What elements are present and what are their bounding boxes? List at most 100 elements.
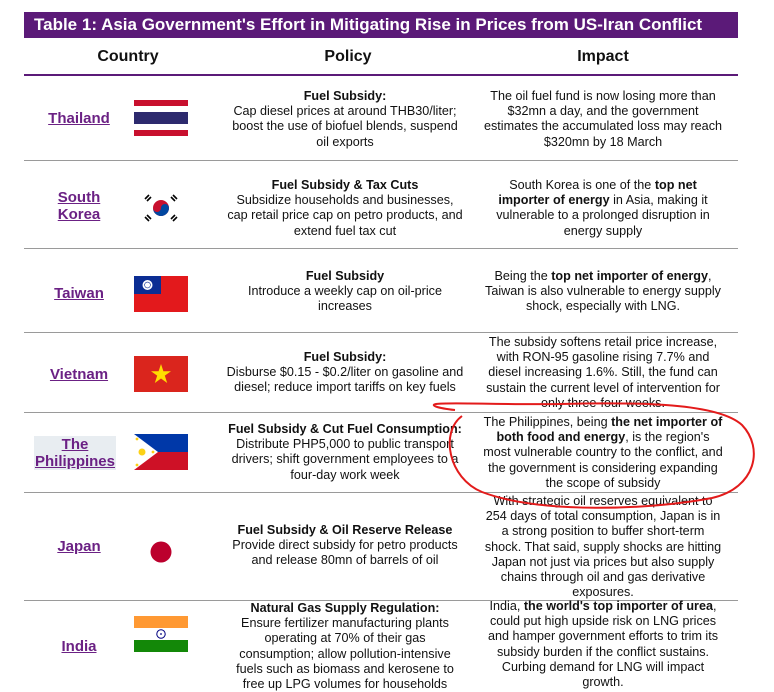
impact-line: the government is considering expanding [488,460,718,475]
impact-line: diesel increasing 1.6%. Still, the fund … [488,365,718,380]
impact-line: South Korea is one of the top net [509,178,697,192]
south-korea-flag-icon [134,190,188,226]
policy-title: Fuel Subsidy & Tax Cuts [271,178,419,192]
impact-cell: The oil fuel fund is now losing more tha… [472,89,734,150]
country-link[interactable]: South Korea [24,189,134,223]
policy-line: boost the use of biofuel blends, suspend [232,119,458,134]
country-name-line: South [57,189,101,206]
impact-line: Curbing demand for LNG will impact [501,659,705,674]
philippines-flag-icon [134,434,188,470]
impact-line: growth. [582,675,624,690]
policy-line: drivers; shift government employees to a [231,452,459,467]
impact-line: exposures. [572,585,634,600]
policy-line: Ensure fertilizer manufacturing plants [241,616,449,631]
row-divider [24,160,738,161]
impact-line: could put high upside risk on LNG prices [489,614,717,629]
policy-line: consumption; allow pollution-intensive [239,646,451,661]
policy-line: Disburse $0.15 - $0.2/liter on gasoline … [226,365,464,380]
thailand-flag-icon [134,100,188,136]
policy-title: Fuel Subsidy: [303,89,387,103]
policy-line: free up LPG volumes for households [242,677,448,692]
policy-line: Provide direct subsidy for petro product… [232,538,458,553]
impact-line: chains through oil and gas derivative [500,570,706,585]
impact-line: 254 days of total consumption, Japan is … [485,509,721,524]
country-link[interactable]: Thailand [24,110,134,127]
impact-line: importer of energy in Asia, making it [498,193,708,208]
impact-line: Taiwan is also vulnerable to energy supp… [485,284,721,299]
policy-cell: Fuel Subsidy: Cap diesel prices at around… [196,89,494,150]
impact-line: India, the world's top importer of urea, [489,599,717,613]
policy-line: fuels such as biomass and kerosene to [236,661,454,676]
policy-line: diesel; reduce import tariffs on key fue… [234,380,456,395]
policy-line: extend fuel tax cut [293,223,397,238]
country-link[interactable]: Japan [24,538,134,555]
header-impact: Impact [577,48,629,65]
policy-cell: Fuel Subsidy Introduce a weekly cap on oi… [196,269,494,315]
impact-line: with RON-95 gasoline rising 7.7% and [496,350,710,365]
impact-line: sustain the current level of interventio… [486,380,720,395]
policy-line: oil exports [316,134,374,149]
row-divider [24,248,738,249]
policy-title: Natural Gas Supply Regulation: [250,601,440,615]
impact-line: Japan not just via prices but also suppl… [491,554,715,569]
impact-line: vulnerable to a prolonged disruption in [496,208,710,223]
policy-cell: Fuel Subsidy & Tax Cuts Subsidize househo… [196,178,494,239]
impact-line: $32mn a day, and the government [507,104,699,119]
impact-cell: South Korea is one of the top net importe… [472,178,734,239]
impact-line: energy supply [563,223,643,238]
policy-line: Introduce a weekly cap on oil-price [248,284,442,299]
india-flag-icon [134,616,188,652]
policy-title: Fuel Subsidy [305,269,385,283]
country-name-line: Philippines [34,453,115,470]
header-divider [24,74,738,76]
country-name-line: Taiwan [54,285,104,302]
impact-cell: With strategic oil reserves equivalent t… [472,494,734,600]
impact-line: subsidy burden if the conflict sustains. [496,644,710,659]
policy-cell: Fuel Subsidy & Oil Reserve Release Provid… [196,523,494,569]
policy-line: increases [318,299,372,314]
policy-cell: Fuel Subsidy & Cut Fuel Consumption: Dist… [196,422,494,483]
policy-line: cap retail price cap on petro products, … [227,208,463,223]
country-link[interactable]: Taiwan [24,285,134,302]
impact-line: Being the top net importer of energy, [494,269,712,283]
country-name-line: India [61,638,97,655]
impact-line: a strong position to buffer short-term [501,524,705,539]
taiwan-flag-icon [134,276,188,312]
impact-line: The subsidy softens retail price increas… [488,335,718,349]
impact-line: $320mn by 18 March [543,134,663,149]
policy-title: Fuel Subsidy: [303,350,387,364]
impact-cell: India, the world's top importer of urea,… [472,599,734,690]
country-link[interactable]: Vietnam [24,366,134,383]
impact-line: The oil fuel fund is now losing more tha… [490,89,716,103]
country-name-line: Korea [57,206,101,223]
vietnam-flag-icon [134,356,188,392]
impact-line: both food and energy, is the region's [496,430,710,445]
policy-line: operating at 70% of their gas [264,631,426,646]
impact-line: The Philippines, being the net importer … [483,415,723,429]
row-divider [24,492,738,493]
row-divider [24,332,738,333]
country-name-line: Japan [57,538,101,555]
table-title: Table 1: Asia Government's Effort in Mit… [24,12,738,38]
impact-line: shock, especially with LNG. [526,299,680,314]
policy-line: Subsidize households and businesses, [236,193,454,208]
header-country: Country [97,48,159,65]
impact-line: and hamper government efforts to trim it… [487,629,719,644]
row-divider [24,600,738,601]
impact-line: only three-four weeks. [541,395,665,410]
impact-line: With strategic oil reserves equivalent t… [493,494,713,508]
impact-cell: The Philippines, being the net importer … [472,415,734,491]
japan-flag-icon [134,534,188,570]
impact-cell: Being the top net importer of energy, Tai… [472,269,734,315]
header-policy: Policy [324,48,372,65]
policy-line: and release 80mn of barrels of oil [251,553,439,568]
impact-line: the scope of subsidy [545,475,661,490]
policy-title: Fuel Subsidy & Oil Reserve Release [237,523,453,537]
policy-title: Fuel Subsidy & Cut Fuel Consumption: [228,422,462,436]
country-link[interactable]: India [24,638,134,655]
policy-line: Distribute PHP5,000 to public transport [236,437,454,452]
country-name-line: Thailand [48,110,110,127]
impact-cell: The subsidy softens retail price increas… [472,335,734,411]
impact-line: estimates the accumulated loss may reach [484,119,722,134]
country-link[interactable]: The Philippines [34,436,116,470]
